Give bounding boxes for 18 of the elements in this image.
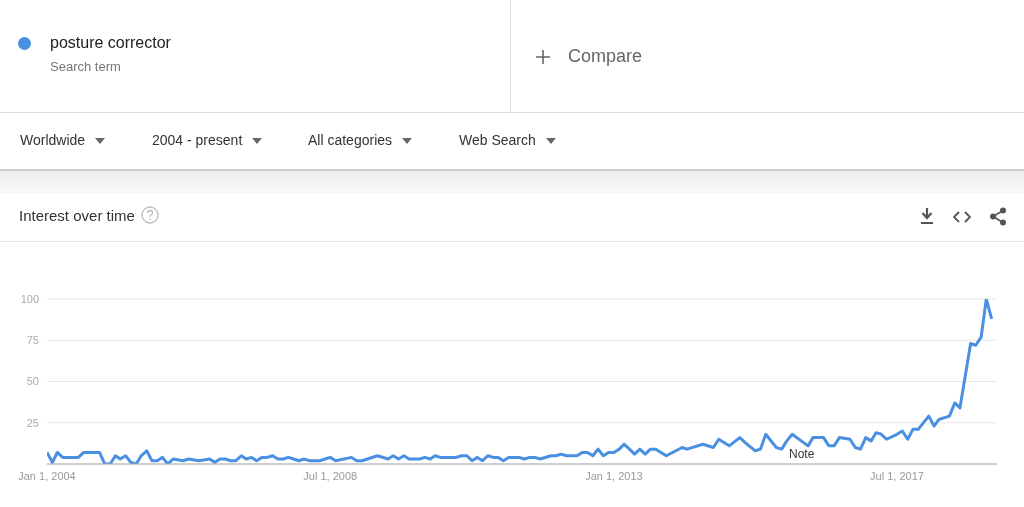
x-tick-label: Jul 1, 2017 xyxy=(870,469,924,482)
text: Compare xyxy=(568,46,643,67)
annotation: Note xyxy=(789,447,815,461)
y-tick-label: 25 xyxy=(26,416,39,429)
line-series xyxy=(47,299,994,464)
chart-title: Interest over time xyxy=(19,207,135,224)
y-tick-label: 100 xyxy=(20,292,39,305)
y-tick-label: 75 xyxy=(26,334,39,347)
x-tick-label: Jul 1, 2008 xyxy=(303,469,358,482)
x-tick-label: Jan 1, 2004 xyxy=(18,469,76,482)
text: Web Search xyxy=(459,132,537,148)
x-tick-label: Jan 1, 2013 xyxy=(585,469,643,482)
text: Worldwide xyxy=(20,132,87,148)
text: 2004 - present xyxy=(152,132,244,148)
legend-label: posture corrector xyxy=(50,34,171,52)
text: All categories xyxy=(308,132,394,148)
text: Search term xyxy=(50,59,121,74)
y-tick-label: 50 xyxy=(26,375,39,388)
